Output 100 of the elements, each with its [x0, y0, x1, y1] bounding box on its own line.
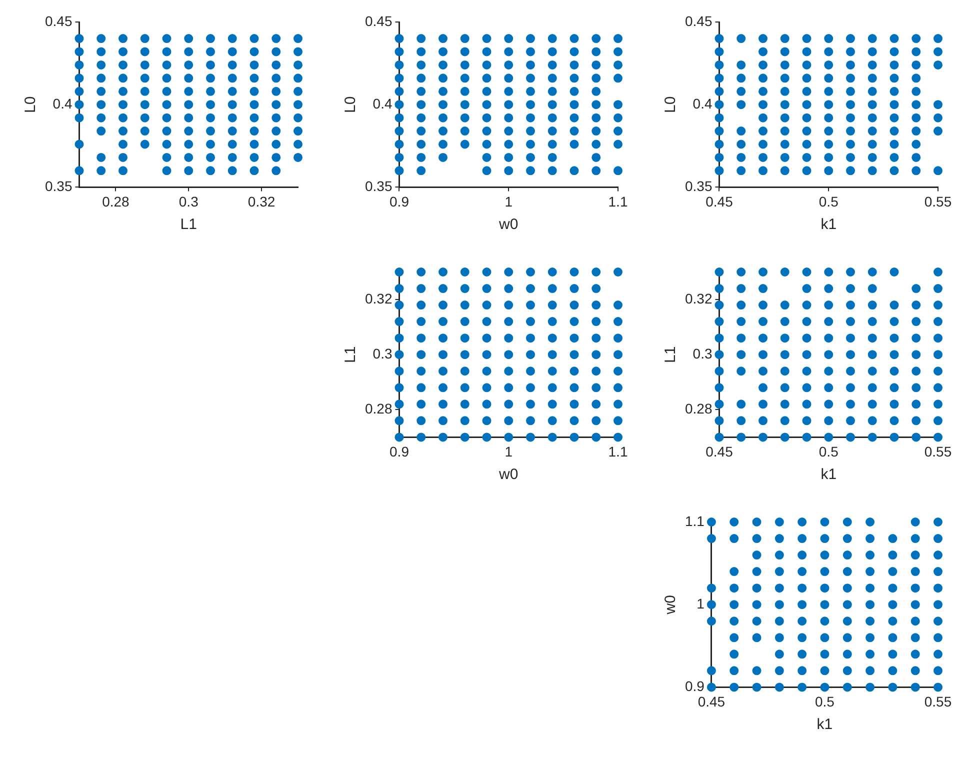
- point: [758, 100, 768, 110]
- point: [714, 317, 724, 326]
- point: [438, 284, 448, 294]
- point: [730, 584, 739, 593]
- point: [570, 334, 579, 343]
- point: [780, 268, 790, 276]
- point: [504, 300, 514, 310]
- point: [482, 334, 492, 343]
- point: [802, 126, 812, 136]
- point: [482, 366, 492, 376]
- point: [868, 268, 877, 276]
- point: [802, 300, 812, 310]
- point: [798, 682, 807, 692]
- point: [802, 432, 812, 442]
- point: [868, 113, 877, 122]
- point: [504, 383, 514, 392]
- point: [526, 113, 535, 122]
- point: [162, 100, 172, 110]
- point: [910, 682, 920, 692]
- point: [706, 666, 716, 676]
- point: [846, 334, 855, 343]
- point: [934, 268, 942, 276]
- point: [548, 317, 557, 326]
- point: [824, 268, 834, 276]
- point: [228, 140, 237, 149]
- point: [482, 140, 492, 149]
- point: [758, 74, 768, 83]
- point: [250, 47, 259, 56]
- y-tick-label: 1: [696, 595, 705, 612]
- point: [736, 74, 746, 83]
- point: [714, 47, 724, 56]
- point: [802, 100, 812, 110]
- point: [868, 140, 877, 149]
- point: [394, 86, 404, 96]
- point: [888, 616, 898, 626]
- point: [934, 383, 942, 392]
- point: [504, 86, 514, 96]
- point: [714, 34, 724, 44]
- point: [614, 140, 622, 149]
- point: [206, 86, 215, 96]
- point: [570, 126, 579, 136]
- point: [846, 100, 855, 110]
- point: [482, 86, 492, 96]
- point: [820, 600, 830, 610]
- point: [706, 682, 716, 692]
- point: [140, 74, 150, 83]
- point: [526, 47, 535, 56]
- point: [294, 100, 302, 110]
- point: [416, 166, 426, 176]
- point: [416, 113, 426, 122]
- point: [868, 74, 877, 83]
- point: [912, 74, 921, 83]
- point: [912, 416, 921, 426]
- point: [394, 113, 404, 122]
- point: [912, 317, 921, 326]
- point: [118, 34, 128, 44]
- point: [460, 334, 470, 343]
- point: [504, 74, 514, 83]
- point: [758, 152, 768, 162]
- point: [842, 518, 852, 526]
- point: [570, 317, 579, 326]
- point: [888, 584, 898, 593]
- point: [184, 140, 194, 149]
- point: [206, 126, 215, 136]
- point: [890, 300, 899, 310]
- point: [758, 268, 768, 276]
- point: [780, 400, 790, 409]
- point: [842, 567, 852, 576]
- point: [504, 140, 514, 149]
- x-tick-label: 0.3: [178, 193, 199, 210]
- point: [824, 366, 834, 376]
- point: [846, 284, 855, 294]
- point: [482, 268, 492, 276]
- y-tick-label: 0.28: [685, 400, 712, 417]
- point: [482, 100, 492, 110]
- point: [482, 113, 492, 122]
- point: [802, 166, 812, 176]
- point: [162, 152, 172, 162]
- point: [416, 268, 426, 276]
- point: [162, 34, 172, 44]
- point: [752, 567, 762, 576]
- point: [802, 113, 812, 122]
- point: [934, 34, 942, 44]
- point: [438, 100, 448, 110]
- x-tick-label: 1: [504, 193, 513, 210]
- point: [394, 166, 404, 176]
- point: [272, 60, 281, 70]
- point: [934, 317, 942, 326]
- point: [592, 34, 601, 44]
- point: [752, 616, 762, 626]
- point: [438, 400, 448, 409]
- point: [758, 400, 768, 409]
- point: [736, 126, 746, 136]
- point: [206, 34, 215, 44]
- point: [416, 86, 426, 96]
- point: [394, 268, 404, 276]
- point: [526, 74, 535, 83]
- point: [888, 633, 898, 642]
- point: [140, 140, 150, 149]
- point: [780, 47, 790, 56]
